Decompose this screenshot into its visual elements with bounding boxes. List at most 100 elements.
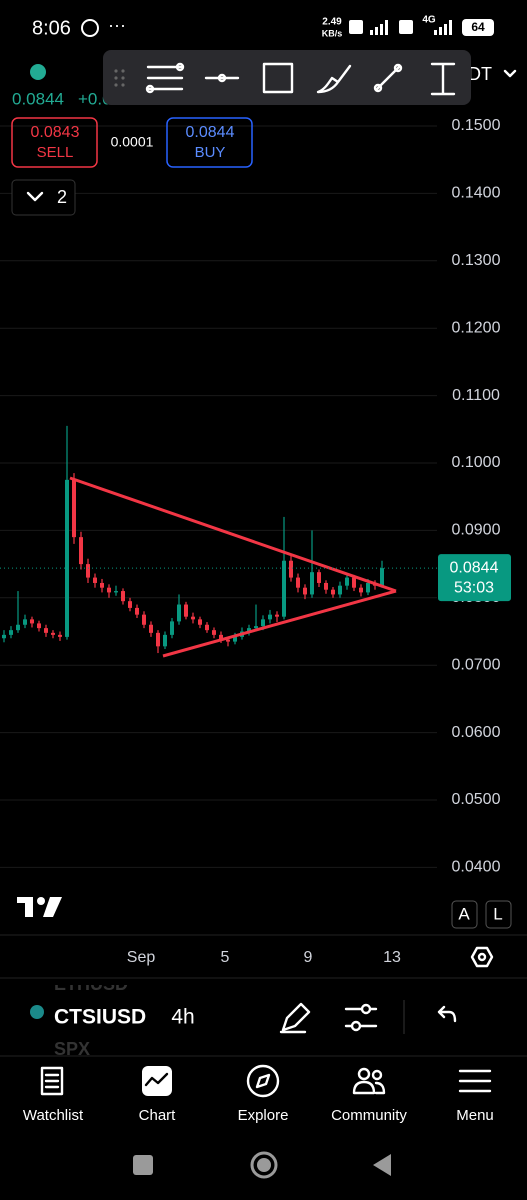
x-tick-label: 9 (304, 949, 313, 966)
candle-body (79, 537, 83, 565)
candle-body (345, 577, 349, 586)
y-tick-label: 0.1400 (452, 185, 501, 202)
candle-body (310, 572, 314, 595)
triangle-drawing[interactable] (69, 476, 397, 658)
x-tick-label: 5 (221, 949, 230, 966)
net-speed: 2.49 (322, 17, 342, 28)
whatsapp-icon (81, 19, 99, 37)
sell-button[interactable]: 0.0843 SELL (11, 117, 98, 168)
currency-chevron (503, 69, 517, 78)
candle-body (30, 619, 34, 624)
prev-symbol[interactable]: ETHUSD (54, 974, 128, 994)
y-tick-label: 0.0700 (452, 656, 501, 673)
candle-body (317, 572, 321, 583)
undo-icon[interactable] (437, 1005, 457, 1023)
candle-body (254, 626, 258, 629)
recents-button[interactable] (133, 1155, 153, 1175)
candle-body (352, 577, 356, 588)
log-label: L (493, 904, 502, 923)
y-tick-label: 0.1500 (452, 117, 501, 134)
signal-icons (349, 20, 452, 35)
candle-body (170, 621, 174, 635)
drawing-toolbar (103, 50, 471, 105)
candle-body (184, 604, 188, 617)
network-type: 4G (422, 15, 436, 26)
y-tick-label: 0.0400 (452, 859, 501, 876)
tool-fib[interactable] (145, 62, 185, 94)
candle-body (212, 630, 216, 635)
current-symbol[interactable]: CTSIUSD (54, 1006, 146, 1029)
candle-body (177, 604, 181, 622)
nav-item[interactable]: Community (331, 1107, 407, 1124)
log-scale-button[interactable]: L (485, 900, 512, 929)
settings-icon[interactable] (470, 946, 494, 968)
nav-item[interactable]: Watchlist (23, 1107, 84, 1124)
candle-body (296, 577, 300, 588)
candle-body (142, 614, 146, 625)
tool-trendline[interactable] (373, 63, 403, 93)
price-label-box (438, 554, 511, 602)
candle-body (128, 601, 132, 608)
symbol-logo (30, 1005, 44, 1019)
y-tick-label: 0.0900 (452, 522, 501, 539)
battery-level: 64 (471, 20, 485, 34)
home-button[interactable] (250, 1151, 278, 1179)
candle-body (191, 616, 195, 620)
candle-body (338, 585, 342, 595)
next-symbol[interactable]: SPX (54, 1039, 90, 1059)
indicators-icon[interactable] (344, 1003, 378, 1032)
candle-body (37, 623, 41, 629)
tool-brush[interactable] (316, 64, 352, 94)
candle-body (156, 632, 160, 647)
candle-body (9, 630, 13, 635)
y-tick-label: 0.1100 (452, 387, 500, 404)
candle-body (72, 479, 76, 538)
candle-body (86, 564, 90, 578)
candle-body (331, 589, 335, 595)
tool-measure[interactable] (430, 62, 456, 96)
spread: 0.0001 (111, 134, 154, 150)
candle-body (282, 560, 286, 617)
candle-body (268, 614, 272, 620)
candle-body (233, 636, 237, 642)
tool-hline[interactable] (204, 73, 240, 83)
nav-item[interactable]: Chart (139, 1107, 177, 1124)
clock: 8:06 (32, 17, 71, 39)
y-tick-label: 0.1000 (452, 454, 501, 471)
candle-body (226, 639, 230, 642)
x-tick-label: Sep (127, 949, 156, 966)
bottom-nav: Watchlist Chart Explore Community Menu (23, 1107, 494, 1124)
indicator-count: 2 (57, 187, 67, 207)
header-price: 0.0844 (12, 89, 64, 108)
nav-item[interactable]: Menu (456, 1107, 494, 1124)
y-tick-label: 0.0600 (452, 724, 501, 741)
auto-scale-button[interactable]: A (451, 900, 478, 929)
candles (2, 425, 384, 654)
candle-body (23, 619, 27, 625)
interval[interactable]: 4h (171, 1006, 194, 1029)
market-status (30, 64, 46, 80)
draw-icon[interactable] (279, 1002, 311, 1034)
x-tick-label: 13 (383, 949, 401, 966)
candle-body (247, 628, 251, 632)
tool-rect[interactable] (262, 62, 294, 94)
candle-body (135, 607, 139, 615)
sell-label: SELL (37, 144, 74, 161)
back-button[interactable] (373, 1154, 391, 1176)
candle-body (219, 634, 223, 640)
buy-button[interactable]: 0.0844 BUY (166, 117, 253, 168)
nav-item[interactable]: Explore (238, 1107, 289, 1124)
nav-icons (40, 1064, 492, 1098)
candle-body (100, 582, 104, 588)
tv-logo (17, 897, 62, 917)
y-tick-label: 0.0500 (452, 791, 501, 808)
candle-body (163, 634, 167, 647)
y-tick-label: 0.1200 (452, 319, 501, 336)
indicators-toggle[interactable]: 2 (11, 179, 76, 216)
currency[interactable]: DT (468, 64, 492, 84)
candle-body (324, 582, 328, 590)
candle-body (366, 582, 370, 593)
candle-body (58, 634, 62, 637)
